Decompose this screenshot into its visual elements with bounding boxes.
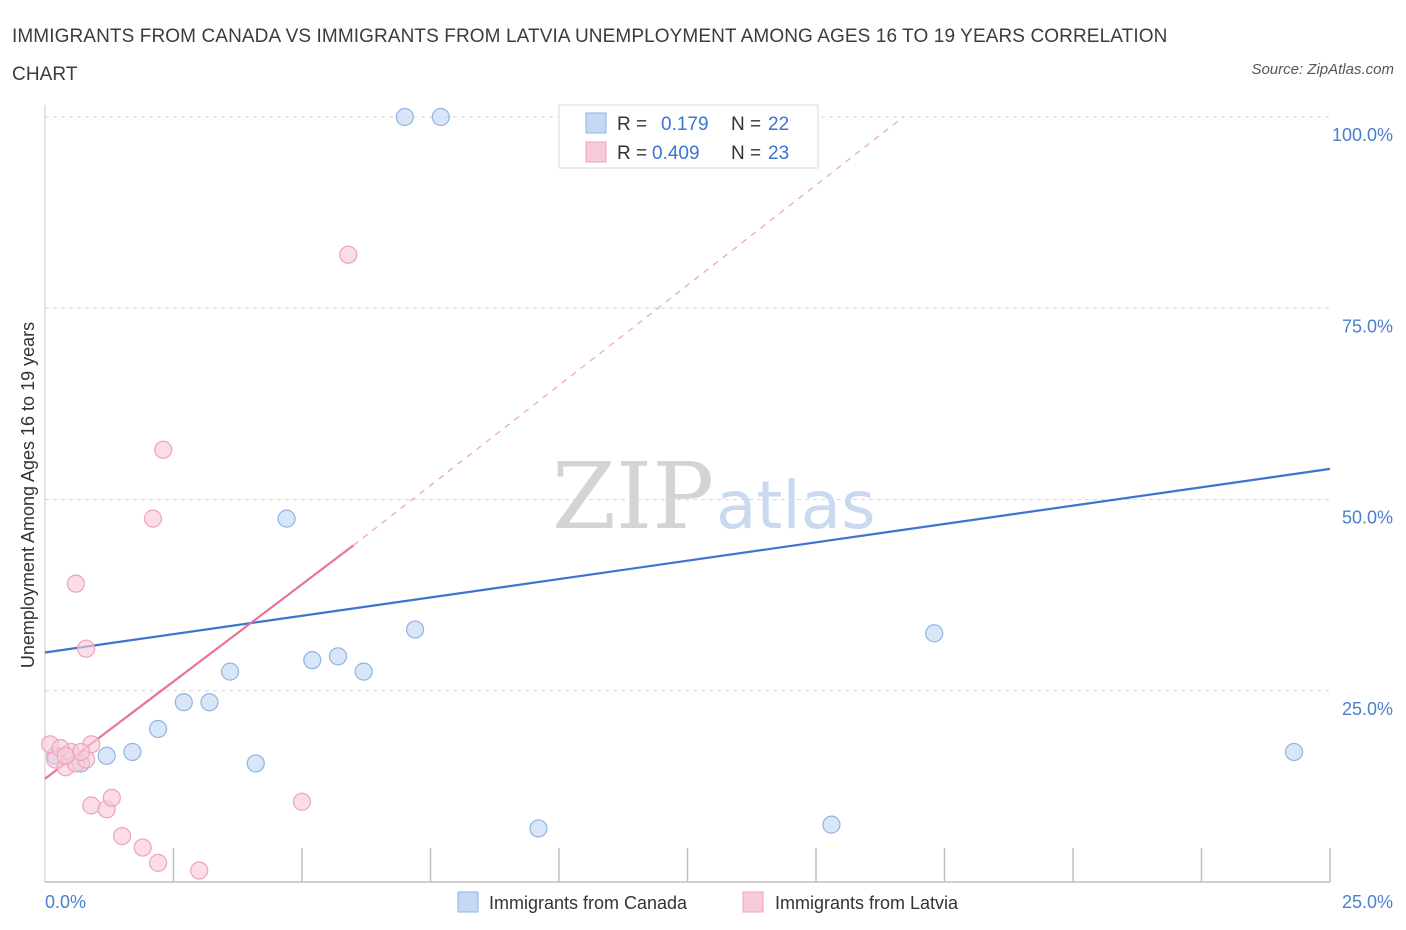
stats-n-value-latvia: 23 [768,143,789,164]
legend-label-latvia: Immigrants from Latvia [775,893,959,913]
stats-n-value-canada: 22 [768,114,789,135]
y-tick-label: 25.0% [1342,699,1393,719]
data-point-canada [1284,742,1304,762]
x-tick-label-max: 25.0% [1342,892,1393,912]
data-point-latvia [292,792,312,811]
data-point-canada [354,662,373,681]
stats-swatch-latvia [585,141,607,163]
data-point-canada [200,693,219,712]
stats-r-value-canada: 0.179 [661,114,709,135]
tick-labels: 25.0% 50.0% 75.0% 100.0% 0.0% 25.0% [45,125,1393,912]
chart-title: IMMIGRANTS FROM CANADA VS IMMIGRANTS FRO… [12,26,1168,85]
data-point-canada [822,815,841,834]
stats-n-label-canada: N = [731,114,761,135]
stats-r-label-latvia: R = [617,143,647,164]
data-point-canada [123,742,142,762]
legend: Immigrants from Canada Immigrants from L… [457,891,959,913]
data-point-canada [97,746,116,765]
stats-swatch-canada [585,112,607,134]
x-tick-label-min: 0.0% [45,892,86,912]
data-point-latvia [143,509,163,528]
watermark-atlas: atlas [716,467,876,544]
stats-box: R = 0.179 N = 22 R = 0.409 N = 23 [558,104,819,169]
stats-n-label-latvia: N = [731,143,761,164]
data-points [41,107,1304,880]
data-point-latvia [56,746,75,765]
stats-r-value-latvia: 0.409 [652,143,700,164]
y-axis-title: Unemployment Among Ages 16 to 19 years [18,322,38,668]
watermark-zip: ZIP [552,443,714,550]
data-point-latvia [190,861,209,880]
data-point-canada [220,662,240,681]
y-tick-label: 75.0% [1342,316,1393,336]
data-point-canada [303,651,322,670]
data-point-latvia [148,853,168,872]
data-point-latvia [71,742,91,762]
source-label: Source: ZipAtlas.com [1251,61,1394,78]
data-point-canada [529,819,548,838]
y-tick-label: 50.0% [1342,508,1393,528]
data-point-canada [148,719,168,739]
data-point-latvia [102,788,121,807]
trend-extension-latvia [353,116,904,546]
data-point-canada [328,647,348,666]
data-point-latvia [82,796,101,815]
trend-line-canada [44,467,1331,654]
legend-label-canada: Immigrants from Canada [489,893,688,913]
data-point-canada [277,509,296,528]
data-point-canada [174,693,193,712]
data-point-latvia [112,826,132,846]
data-point-latvia [154,440,173,459]
data-point-latvia [133,838,152,857]
legend-swatch-latvia [742,891,764,913]
data-point-canada [925,624,944,643]
y-tick-label: 100.0% [1332,125,1393,145]
data-point-canada [405,620,425,639]
data-point-latvia [77,639,96,658]
data-point-canada [246,754,265,773]
axes [44,105,1331,883]
data-point-latvia [339,245,358,264]
data-point-canada [395,107,414,127]
data-point-canada [431,107,450,127]
data-point-latvia [66,574,85,593]
watermark: ZIP atlas [552,443,876,550]
stats-r-label-canada: R = [617,114,647,135]
legend-swatch-canada [457,891,479,913]
gridlines [45,116,1330,692]
